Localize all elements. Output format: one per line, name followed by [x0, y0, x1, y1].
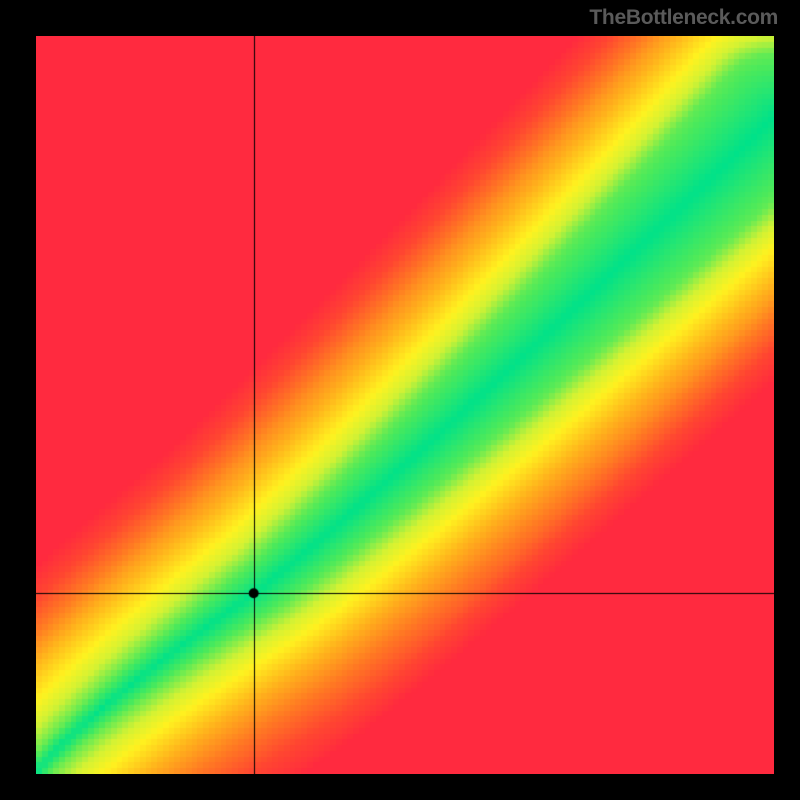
watermark-text: TheBottleneck.com [589, 6, 778, 30]
bottleneck-heatmap [36, 36, 774, 774]
chart-container: TheBottleneck.com [0, 0, 800, 800]
